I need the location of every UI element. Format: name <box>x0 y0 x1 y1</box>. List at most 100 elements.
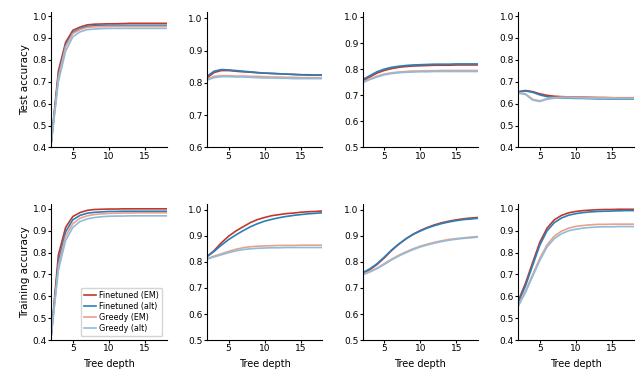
Greedy (alt) <box>550 236 558 241</box>
Greedy (alt) <box>76 219 84 224</box>
Greedy (alt) <box>141 213 148 218</box>
Greedy (alt) <box>536 258 544 263</box>
Finetuned (EM) <box>289 211 297 215</box>
Finetuned (alt) <box>515 300 522 305</box>
Y-axis label: Training accuracy: Training accuracy <box>20 226 30 318</box>
Greedy (EM) <box>148 210 156 215</box>
Finetuned (EM) <box>572 209 580 214</box>
Finetuned (alt) <box>630 208 637 213</box>
Greedy (EM) <box>318 243 326 248</box>
Finetuned (alt) <box>543 228 551 233</box>
Finetuned (alt) <box>218 243 225 248</box>
Line: Finetuned (EM): Finetuned (EM) <box>363 217 478 273</box>
Greedy (EM) <box>76 216 84 221</box>
Y-axis label: Test accuracy: Test accuracy <box>20 44 30 115</box>
Finetuned (alt) <box>601 209 609 213</box>
Finetuned (alt) <box>304 212 312 216</box>
Finetuned (alt) <box>395 242 403 246</box>
Greedy (EM) <box>98 212 106 216</box>
Greedy (alt) <box>112 214 120 219</box>
Line: Greedy (EM): Greedy (EM) <box>363 237 478 274</box>
Finetuned (alt) <box>318 210 326 215</box>
Finetuned (alt) <box>529 263 536 268</box>
Greedy (EM) <box>630 222 637 226</box>
Finetuned (alt) <box>156 209 163 213</box>
Finetuned (EM) <box>380 256 388 260</box>
Finetuned (EM) <box>529 260 536 265</box>
Greedy (EM) <box>225 249 232 254</box>
Line: Greedy (alt): Greedy (alt) <box>363 237 478 275</box>
Finetuned (alt) <box>572 211 580 216</box>
Greedy (alt) <box>522 290 529 295</box>
Finetuned (alt) <box>112 209 120 214</box>
Greedy (EM) <box>366 269 374 274</box>
Greedy (alt) <box>366 270 374 274</box>
Finetuned (EM) <box>409 232 417 237</box>
Finetuned (EM) <box>318 209 326 213</box>
Finetuned (alt) <box>148 209 156 213</box>
Finetuned (EM) <box>601 207 609 212</box>
Finetuned (alt) <box>141 209 148 213</box>
Line: Finetuned (alt): Finetuned (alt) <box>363 218 478 273</box>
Finetuned (EM) <box>608 207 616 212</box>
Line: Finetuned (EM): Finetuned (EM) <box>207 211 322 256</box>
Greedy (EM) <box>623 222 630 226</box>
Finetuned (EM) <box>431 222 438 227</box>
Greedy (EM) <box>47 334 55 338</box>
Greedy (EM) <box>232 247 239 252</box>
X-axis label: Tree depth: Tree depth <box>550 359 602 369</box>
Finetuned (EM) <box>62 225 70 230</box>
Greedy (alt) <box>579 226 587 230</box>
Greedy (alt) <box>260 246 268 250</box>
Finetuned (EM) <box>311 209 319 214</box>
Finetuned (alt) <box>289 213 297 218</box>
Finetuned (alt) <box>550 220 558 225</box>
Greedy (EM) <box>452 236 460 241</box>
Greedy (EM) <box>297 243 305 248</box>
Line: Finetuned (EM): Finetuned (EM) <box>51 209 166 336</box>
Finetuned (EM) <box>225 234 232 239</box>
Greedy (EM) <box>601 222 609 227</box>
Greedy (EM) <box>572 224 580 229</box>
Greedy (EM) <box>127 211 134 215</box>
Finetuned (EM) <box>359 271 367 276</box>
Finetuned (alt) <box>579 210 587 215</box>
Greedy (alt) <box>417 245 424 249</box>
Finetuned (EM) <box>594 207 602 212</box>
Finetuned (alt) <box>467 217 474 221</box>
Finetuned (EM) <box>282 211 290 216</box>
Greedy (alt) <box>69 225 77 230</box>
Line: Finetuned (alt): Finetuned (alt) <box>207 213 322 256</box>
Finetuned (EM) <box>275 212 283 217</box>
Finetuned (EM) <box>246 221 254 225</box>
Finetuned (EM) <box>120 206 127 211</box>
Greedy (EM) <box>91 212 99 217</box>
Greedy (EM) <box>565 226 573 230</box>
Finetuned (alt) <box>522 283 529 288</box>
Finetuned (EM) <box>91 207 99 212</box>
Greedy (alt) <box>289 245 297 250</box>
X-axis label: Tree depth: Tree depth <box>83 359 135 369</box>
Finetuned (alt) <box>594 209 602 214</box>
Greedy (EM) <box>474 234 482 239</box>
Finetuned (alt) <box>445 220 453 224</box>
Line: Greedy (EM): Greedy (EM) <box>518 224 634 305</box>
Greedy (alt) <box>156 213 163 218</box>
Greedy (EM) <box>134 210 141 215</box>
Greedy (alt) <box>163 213 170 218</box>
Greedy (EM) <box>557 229 565 233</box>
Greedy (alt) <box>105 214 113 219</box>
Finetuned (alt) <box>54 259 62 264</box>
Finetuned (alt) <box>246 224 254 229</box>
Finetuned (alt) <box>275 215 283 220</box>
Greedy (EM) <box>359 272 367 277</box>
Greedy (alt) <box>91 215 99 220</box>
Finetuned (alt) <box>615 208 623 213</box>
Finetuned (EM) <box>452 217 460 222</box>
Greedy (EM) <box>253 244 261 249</box>
Finetuned (alt) <box>536 242 544 247</box>
Greedy (alt) <box>98 214 106 219</box>
Greedy (EM) <box>388 257 396 262</box>
Greedy (alt) <box>529 274 536 279</box>
Finetuned (EM) <box>550 217 558 222</box>
